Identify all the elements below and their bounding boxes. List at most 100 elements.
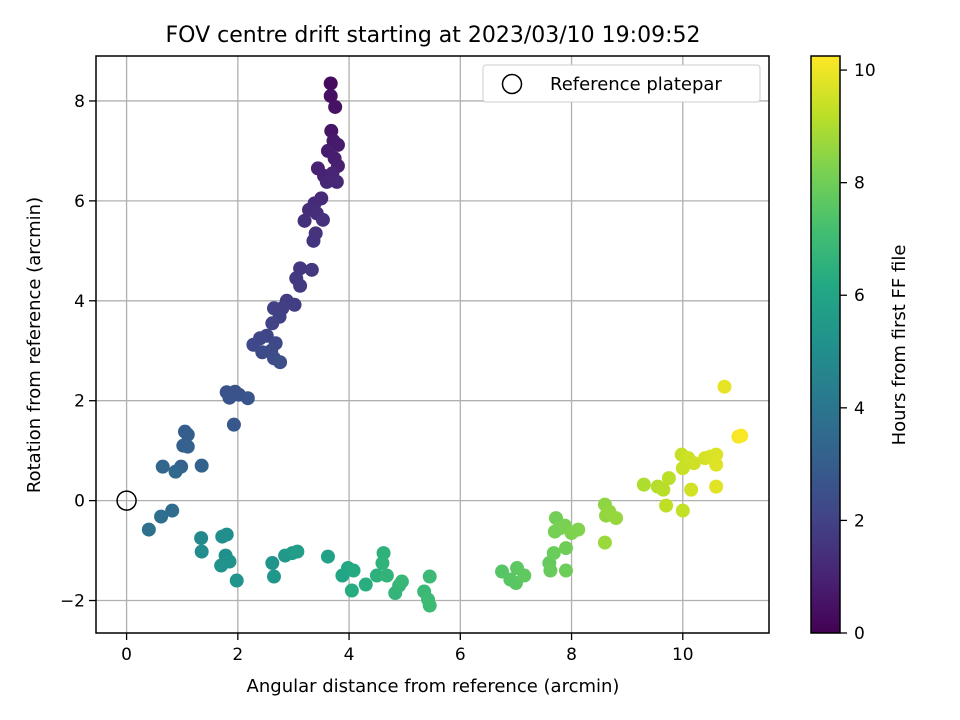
y-axis: −2 0 2 4 6 8 xyxy=(60,92,96,612)
data-point xyxy=(266,569,281,584)
colorbar-label: Hours from first FF file xyxy=(889,245,910,446)
data-point xyxy=(154,509,169,524)
data-point xyxy=(422,598,437,613)
legend-entry-reference-platepar: Reference platepar xyxy=(550,74,722,95)
x-axis-label: Angular distance from reference (arcmin) xyxy=(247,676,620,697)
plot-area xyxy=(95,55,770,634)
data-point xyxy=(265,316,280,331)
data-point xyxy=(215,529,230,544)
data-point xyxy=(180,439,195,454)
data-point xyxy=(155,459,170,474)
x-tick-label: 4 xyxy=(344,645,355,665)
data-point xyxy=(656,482,671,497)
data-point xyxy=(165,503,180,518)
data-point xyxy=(734,428,749,443)
data-point xyxy=(222,390,237,405)
data-point xyxy=(304,262,319,277)
data-point xyxy=(709,447,724,462)
data-point xyxy=(290,544,305,559)
data-point xyxy=(293,278,308,293)
data-point xyxy=(546,546,561,561)
plot-frame xyxy=(95,55,770,634)
data-point xyxy=(394,574,409,589)
data-point xyxy=(194,531,209,546)
colorbar: 0 2 4 6 8 10 Hours from first FF file xyxy=(810,55,910,644)
data-point xyxy=(315,212,330,227)
data-point xyxy=(659,498,674,513)
data-point xyxy=(319,174,334,189)
data-point xyxy=(346,563,361,578)
data-point xyxy=(328,99,343,114)
plot-background xyxy=(96,56,769,633)
data-point xyxy=(287,297,302,312)
data-point xyxy=(344,583,359,598)
colorbar-tick-label: 2 xyxy=(854,511,865,531)
data-point xyxy=(684,482,699,497)
data-point xyxy=(558,563,573,578)
colorbar-gradient xyxy=(810,55,841,634)
colorbar-tick-label: 0 xyxy=(854,624,865,644)
y-tick-label: 2 xyxy=(74,392,85,412)
data-point xyxy=(517,568,532,583)
data-point xyxy=(329,174,344,189)
colorbar-tick-label: 10 xyxy=(854,61,876,81)
data-point xyxy=(323,88,338,103)
y-tick-label: 0 xyxy=(74,492,85,512)
data-point xyxy=(194,544,209,559)
x-tick-label: 6 xyxy=(455,645,466,665)
colorbar-tick-label: 6 xyxy=(854,286,865,306)
data-point xyxy=(709,457,724,472)
legend: Reference platepar xyxy=(482,64,761,103)
data-point xyxy=(597,535,612,550)
x-tick-label: 2 xyxy=(232,645,243,665)
data-points xyxy=(141,76,749,613)
data-point xyxy=(323,76,338,91)
chart-title: FOV centre drift starting at 2023/03/10 … xyxy=(166,23,701,48)
data-point xyxy=(558,541,573,556)
data-point xyxy=(686,456,701,471)
y-tick-label: 4 xyxy=(74,292,85,312)
colorbar-tick-label: 4 xyxy=(854,399,865,419)
data-point xyxy=(273,355,288,370)
data-point xyxy=(717,379,732,394)
data-point xyxy=(255,345,270,360)
y-tick-label: 8 xyxy=(74,92,85,112)
data-point xyxy=(369,568,384,583)
colorbar-tick-label: 8 xyxy=(854,174,865,194)
data-point xyxy=(358,577,373,592)
x-tick-label: 8 xyxy=(566,645,577,665)
grid xyxy=(96,56,769,633)
data-point xyxy=(240,391,255,406)
data-point xyxy=(636,477,651,492)
data-point xyxy=(297,213,312,228)
legend-reference-marker xyxy=(501,73,523,95)
data-point xyxy=(180,427,195,442)
y-tick-label: 6 xyxy=(74,192,85,212)
data-point xyxy=(306,233,321,248)
data-point xyxy=(320,549,335,564)
colorbar-ticks: 0 2 4 6 8 10 xyxy=(840,61,876,644)
data-point xyxy=(229,573,244,588)
reference-platepar-marker xyxy=(116,490,137,511)
data-point xyxy=(226,417,241,432)
data-point xyxy=(571,522,586,537)
x-tick-label: 0 xyxy=(121,645,132,665)
data-point xyxy=(375,556,390,571)
data-point xyxy=(141,522,156,537)
data-point xyxy=(661,471,676,486)
data-point xyxy=(168,464,183,479)
data-point xyxy=(422,569,437,584)
data-point xyxy=(379,568,394,583)
data-point xyxy=(265,556,280,571)
data-point xyxy=(675,503,690,518)
x-axis: 0 2 4 6 8 10 xyxy=(121,633,694,665)
legend-box xyxy=(482,64,761,103)
data-point xyxy=(194,458,209,473)
data-point xyxy=(709,479,724,494)
x-tick-label: 10 xyxy=(672,645,694,665)
data-point xyxy=(609,511,624,526)
data-point xyxy=(214,558,229,573)
data-point xyxy=(543,563,558,578)
y-tick-label: −2 xyxy=(60,592,85,612)
